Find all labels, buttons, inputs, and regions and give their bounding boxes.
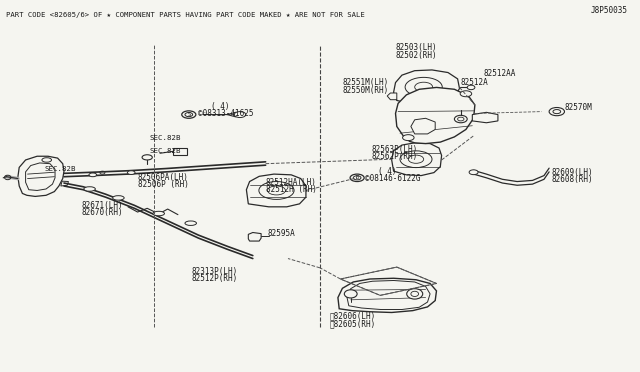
Text: 82608(RH): 82608(RH) bbox=[552, 175, 593, 184]
Ellipse shape bbox=[454, 115, 467, 123]
Ellipse shape bbox=[407, 289, 423, 299]
Text: S: S bbox=[187, 112, 191, 117]
Bar bbox=[173, 148, 187, 155]
Text: 82502(RH): 82502(RH) bbox=[396, 51, 437, 60]
Ellipse shape bbox=[234, 112, 246, 118]
Polygon shape bbox=[396, 87, 475, 144]
Text: 82551M(LH): 82551M(LH) bbox=[342, 78, 388, 87]
Ellipse shape bbox=[350, 174, 364, 182]
Text: 82670(RH): 82670(RH) bbox=[82, 208, 124, 217]
Ellipse shape bbox=[549, 108, 564, 116]
Text: 82313P(LH): 82313P(LH) bbox=[192, 267, 238, 276]
Text: 82562P(RH): 82562P(RH) bbox=[371, 152, 417, 161]
Polygon shape bbox=[246, 174, 306, 207]
Polygon shape bbox=[248, 232, 261, 241]
Ellipse shape bbox=[185, 221, 196, 225]
Text: 82506PA(LH): 82506PA(LH) bbox=[138, 173, 188, 182]
Ellipse shape bbox=[153, 211, 164, 216]
Ellipse shape bbox=[467, 85, 475, 90]
Ellipse shape bbox=[403, 135, 414, 141]
Ellipse shape bbox=[182, 111, 196, 118]
Ellipse shape bbox=[458, 117, 464, 121]
Ellipse shape bbox=[185, 113, 193, 117]
Text: 82671(LH): 82671(LH) bbox=[82, 201, 124, 210]
Ellipse shape bbox=[460, 91, 472, 97]
Text: ©08313-41625: ©08313-41625 bbox=[198, 109, 254, 118]
Text: 82550M(RH): 82550M(RH) bbox=[342, 86, 388, 94]
Polygon shape bbox=[347, 280, 430, 310]
Ellipse shape bbox=[84, 187, 95, 191]
Text: SEC.82B: SEC.82B bbox=[45, 166, 76, 172]
Text: 82570M: 82570M bbox=[564, 103, 592, 112]
Polygon shape bbox=[18, 156, 64, 196]
Ellipse shape bbox=[469, 170, 478, 175]
Polygon shape bbox=[338, 278, 436, 312]
Text: SEC.82B: SEC.82B bbox=[149, 135, 180, 141]
Polygon shape bbox=[394, 70, 460, 104]
Text: ⠥82606(LH): ⠥82606(LH) bbox=[330, 312, 376, 321]
Text: 82512HA(LH): 82512HA(LH) bbox=[266, 178, 316, 187]
Text: PART CODE <82605/6> OF ★ COMPONENT PARTS HAVING PART CODE MAKED ★ ARE NOT FOR SA: PART CODE <82605/6> OF ★ COMPONENT PARTS… bbox=[6, 12, 365, 18]
Ellipse shape bbox=[113, 196, 124, 200]
Ellipse shape bbox=[344, 290, 357, 298]
Ellipse shape bbox=[89, 173, 97, 177]
Text: ⠥82605(RH): ⠥82605(RH) bbox=[330, 319, 376, 328]
Text: 82503(LH): 82503(LH) bbox=[396, 44, 437, 52]
Polygon shape bbox=[387, 93, 397, 100]
Text: 82512P(RH): 82512P(RH) bbox=[192, 275, 238, 283]
Polygon shape bbox=[392, 143, 442, 176]
Polygon shape bbox=[472, 112, 498, 123]
Text: SEC.82B: SEC.82B bbox=[149, 148, 180, 154]
Text: ( 4): ( 4) bbox=[378, 167, 396, 176]
Text: J8P50035: J8P50035 bbox=[590, 6, 627, 15]
Ellipse shape bbox=[353, 176, 361, 180]
Text: 82512H (RH): 82512H (RH) bbox=[266, 185, 316, 194]
Ellipse shape bbox=[553, 110, 561, 114]
Text: 82595A: 82595A bbox=[268, 229, 295, 238]
Polygon shape bbox=[411, 118, 435, 134]
Text: 82512A: 82512A bbox=[461, 78, 488, 87]
Ellipse shape bbox=[411, 291, 419, 296]
Text: B: B bbox=[356, 175, 358, 180]
Text: 82609(LH): 82609(LH) bbox=[552, 168, 593, 177]
Text: 82506P (RH): 82506P (RH) bbox=[138, 180, 188, 189]
Text: ( 4): ( 4) bbox=[211, 102, 230, 110]
Polygon shape bbox=[26, 163, 55, 190]
Text: 82563P(LH): 82563P(LH) bbox=[371, 145, 417, 154]
Text: ©08146-6122G: ©08146-6122G bbox=[365, 174, 420, 183]
Ellipse shape bbox=[127, 171, 135, 174]
Polygon shape bbox=[61, 181, 68, 186]
Ellipse shape bbox=[142, 155, 152, 160]
Text: 82512AA: 82512AA bbox=[483, 69, 516, 78]
